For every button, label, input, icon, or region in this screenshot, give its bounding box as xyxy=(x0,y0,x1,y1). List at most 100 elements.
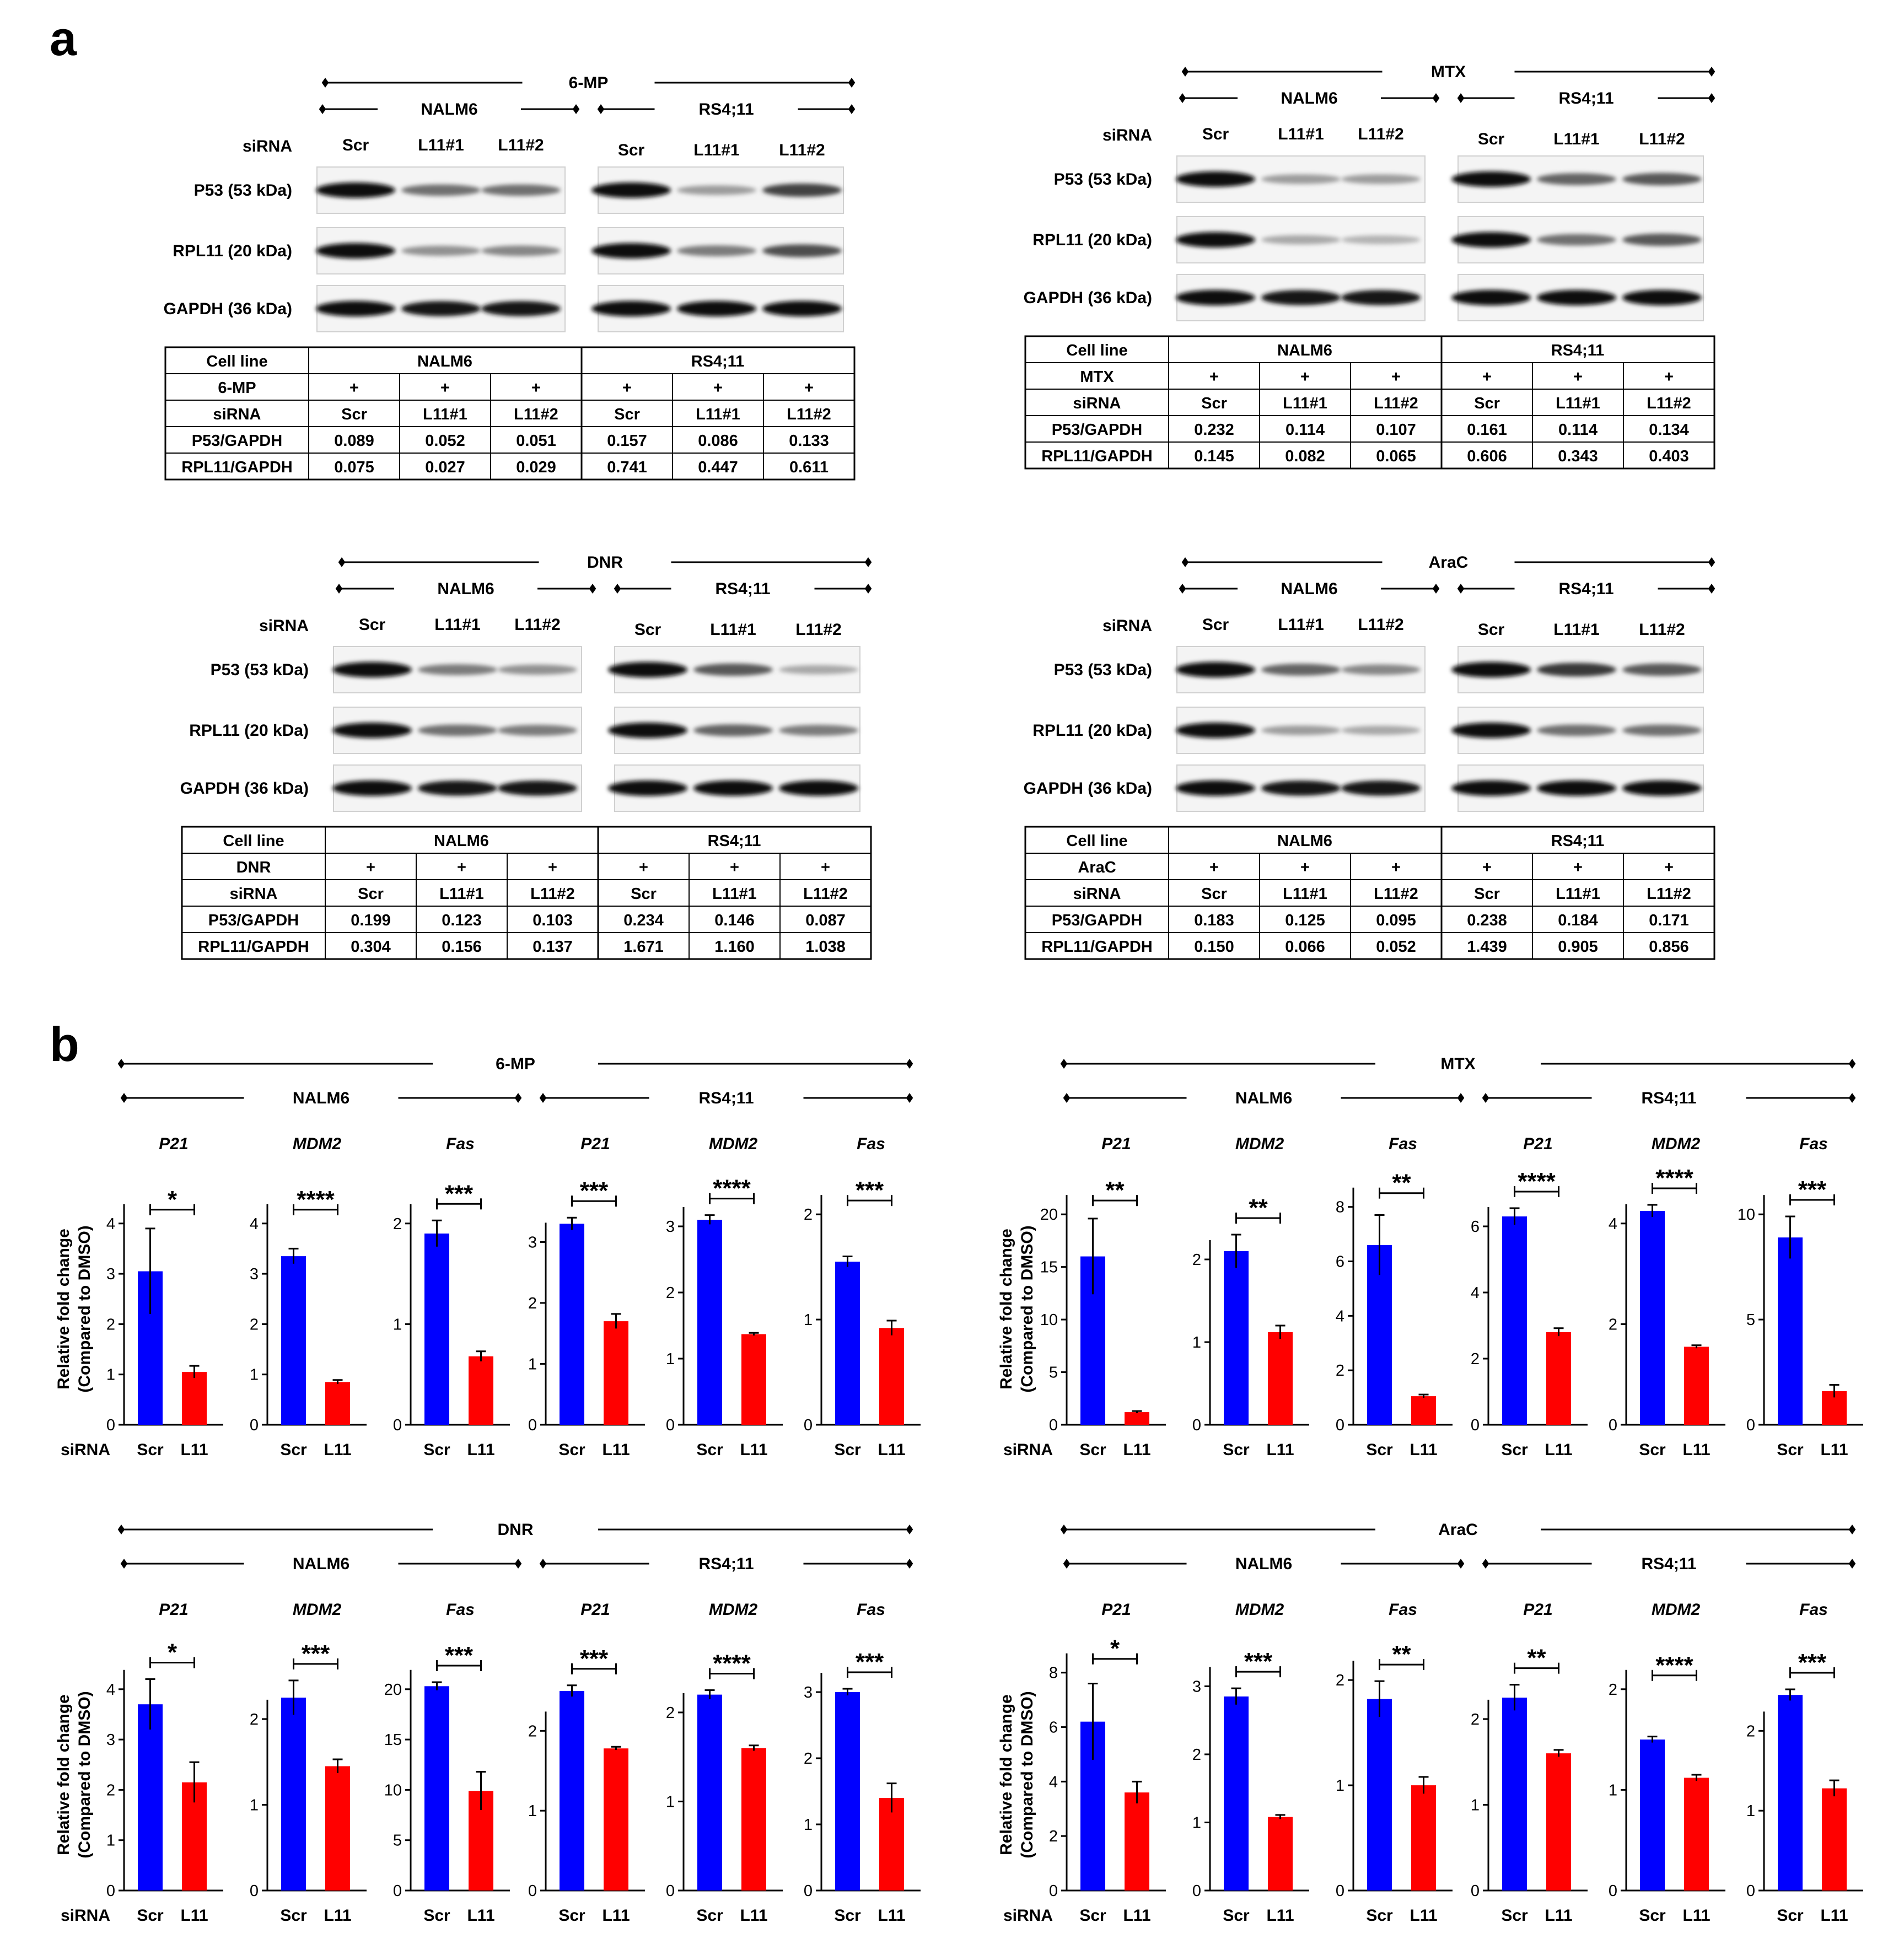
blot-band xyxy=(1622,290,1702,305)
blot-band xyxy=(779,665,858,675)
sirna-lane-label: L11#1 xyxy=(418,136,464,154)
blot-band xyxy=(1261,664,1341,676)
table-row-header: Cell line xyxy=(206,353,267,370)
gene-title: P21 xyxy=(1523,1135,1552,1153)
y-tick-label: 0 xyxy=(250,1882,259,1900)
x-category-label: Scr xyxy=(1223,1441,1250,1459)
table-cell: 0.114 xyxy=(1286,421,1325,439)
table-cell: + xyxy=(1391,368,1401,386)
significance-stars: *** xyxy=(1798,1649,1827,1676)
sirna-lane-label: L11#1 xyxy=(1553,621,1599,639)
y-tick-label: 2 xyxy=(1192,1251,1201,1269)
gene-title: Fas xyxy=(857,1601,885,1619)
drug-bracket-label: MTX xyxy=(1431,63,1466,81)
table-cell: L11#1 xyxy=(1283,395,1327,412)
x-category-label: Scr xyxy=(696,1441,723,1459)
table-group-name: NALM6 xyxy=(417,353,472,370)
drug-bracket-end-left xyxy=(321,78,329,88)
gene-title: MDM2 xyxy=(293,1601,342,1619)
significance-stars: **** xyxy=(297,1186,335,1213)
x-category-label: L11 xyxy=(602,1906,630,1925)
gene-title: Fas xyxy=(1389,1601,1417,1619)
blot-band xyxy=(498,664,577,675)
table-cell: L11#1 xyxy=(696,406,740,423)
sirna-lane-label: L11#1 xyxy=(710,621,756,639)
sirna-lane-label: Scr xyxy=(342,136,369,154)
y-tick-label: 1 xyxy=(1192,1334,1201,1351)
x-category-label: Scr xyxy=(137,1906,164,1925)
y-tick-label: 2 xyxy=(1609,1681,1617,1699)
bar-l11 xyxy=(1125,1792,1149,1891)
y-tick-label: 3 xyxy=(666,1218,675,1236)
table-cell: 0.184 xyxy=(1558,912,1598,929)
cell-line-bracket-end-left xyxy=(1482,1093,1489,1103)
blot-band xyxy=(693,724,773,736)
table-cell: L11#1 xyxy=(712,885,757,903)
x-category-label: L11 xyxy=(878,1441,905,1459)
sirna-lane-label: L11#2 xyxy=(498,136,544,154)
cell-line-bracket-label: NALM6 xyxy=(1235,1089,1292,1107)
gene-title: MDM2 xyxy=(709,1601,758,1619)
table-cell: L11#1 xyxy=(1283,885,1327,903)
sirna-label: siRNA xyxy=(1102,617,1152,635)
bar-l11 xyxy=(879,1798,904,1891)
y-tick-label: 4 xyxy=(1471,1284,1480,1302)
table-cell: 0.133 xyxy=(789,432,829,450)
sirna-lane-label: L11#2 xyxy=(1358,616,1403,634)
table-cell: 0.087 xyxy=(805,912,846,929)
blot-band xyxy=(481,184,561,196)
gene-title: Fas xyxy=(446,1135,475,1153)
significance-stars: *** xyxy=(580,1177,609,1204)
significance-stars: **** xyxy=(1518,1168,1556,1195)
bar-chart: MDM2 0 1 2 3 4 Scr L11 **** xyxy=(250,1135,367,1459)
bar-l11 xyxy=(469,1356,493,1425)
blot-band xyxy=(401,245,481,256)
x-category-label: Scr xyxy=(1366,1906,1393,1925)
panel-a-western-blots: 6-MP NALM6 RS4;11 siRNA Scr L11#1 L11#2 Scr L11#… xyxy=(164,63,1715,960)
table-row-header: P53/GAPDH xyxy=(1052,421,1142,439)
significance-stars: ** xyxy=(1249,1194,1268,1221)
y-tick-label: 2 xyxy=(666,1284,675,1302)
blot-band xyxy=(1261,725,1341,735)
table-cell: Scr xyxy=(1201,885,1227,903)
bar-chart-block: 6-MP NALM6 RS4;11 Relative fold change (Comp… xyxy=(55,1055,921,1459)
y-tick-label: 1 xyxy=(528,1355,537,1373)
y-tick-label: 1 xyxy=(250,1796,259,1814)
sirna-lane-label: Scr xyxy=(1478,621,1505,639)
y-tick-label: 20 xyxy=(1040,1206,1058,1224)
y-tick-label: 3 xyxy=(250,1265,259,1283)
y-tick-label: 8 xyxy=(1049,1665,1058,1682)
sirna-lane-label: Scr xyxy=(1478,130,1505,148)
x-category-label: L11 xyxy=(1266,1906,1294,1925)
blot-band xyxy=(608,662,687,677)
blot-band xyxy=(1537,780,1616,796)
table-cell: + xyxy=(349,379,359,397)
x-category-label: L11 xyxy=(324,1906,351,1925)
y-axis-title-line2: (Compared to DMSO) xyxy=(76,1691,94,1858)
bar-scr xyxy=(1224,1696,1249,1891)
blot-band xyxy=(1341,780,1421,796)
bar-l11 xyxy=(1684,1347,1709,1425)
bar-scr xyxy=(835,1692,860,1891)
sirna-lane-label: L11#1 xyxy=(434,616,480,634)
table-cell: + xyxy=(548,859,557,876)
y-tick-label: 0 xyxy=(666,1882,675,1900)
y-tick-label: 0 xyxy=(666,1417,675,1434)
table-cell: L11#1 xyxy=(423,406,467,423)
blot-band xyxy=(498,780,577,796)
blot-band xyxy=(779,725,858,736)
y-tick-label: 2 xyxy=(528,1295,537,1312)
cell-line-bracket-end-right xyxy=(589,584,596,594)
bar-scr xyxy=(697,1220,722,1425)
table-cell: Scr xyxy=(1201,395,1227,412)
table-cell: 0.066 xyxy=(1285,938,1325,956)
cell-line-bracket-label: NALM6 xyxy=(1235,1555,1292,1573)
cell-line-bracket-label: NALM6 xyxy=(1281,89,1337,107)
blot-band xyxy=(1537,234,1616,246)
table-cell: 0.089 xyxy=(334,432,374,450)
y-tick-label: 2 xyxy=(804,1750,813,1768)
bar-l11 xyxy=(604,1321,628,1425)
blot-band xyxy=(1537,290,1616,305)
y-tick-label: 1 xyxy=(1336,1777,1344,1795)
cell-line-bracket-end-right xyxy=(906,1093,913,1103)
